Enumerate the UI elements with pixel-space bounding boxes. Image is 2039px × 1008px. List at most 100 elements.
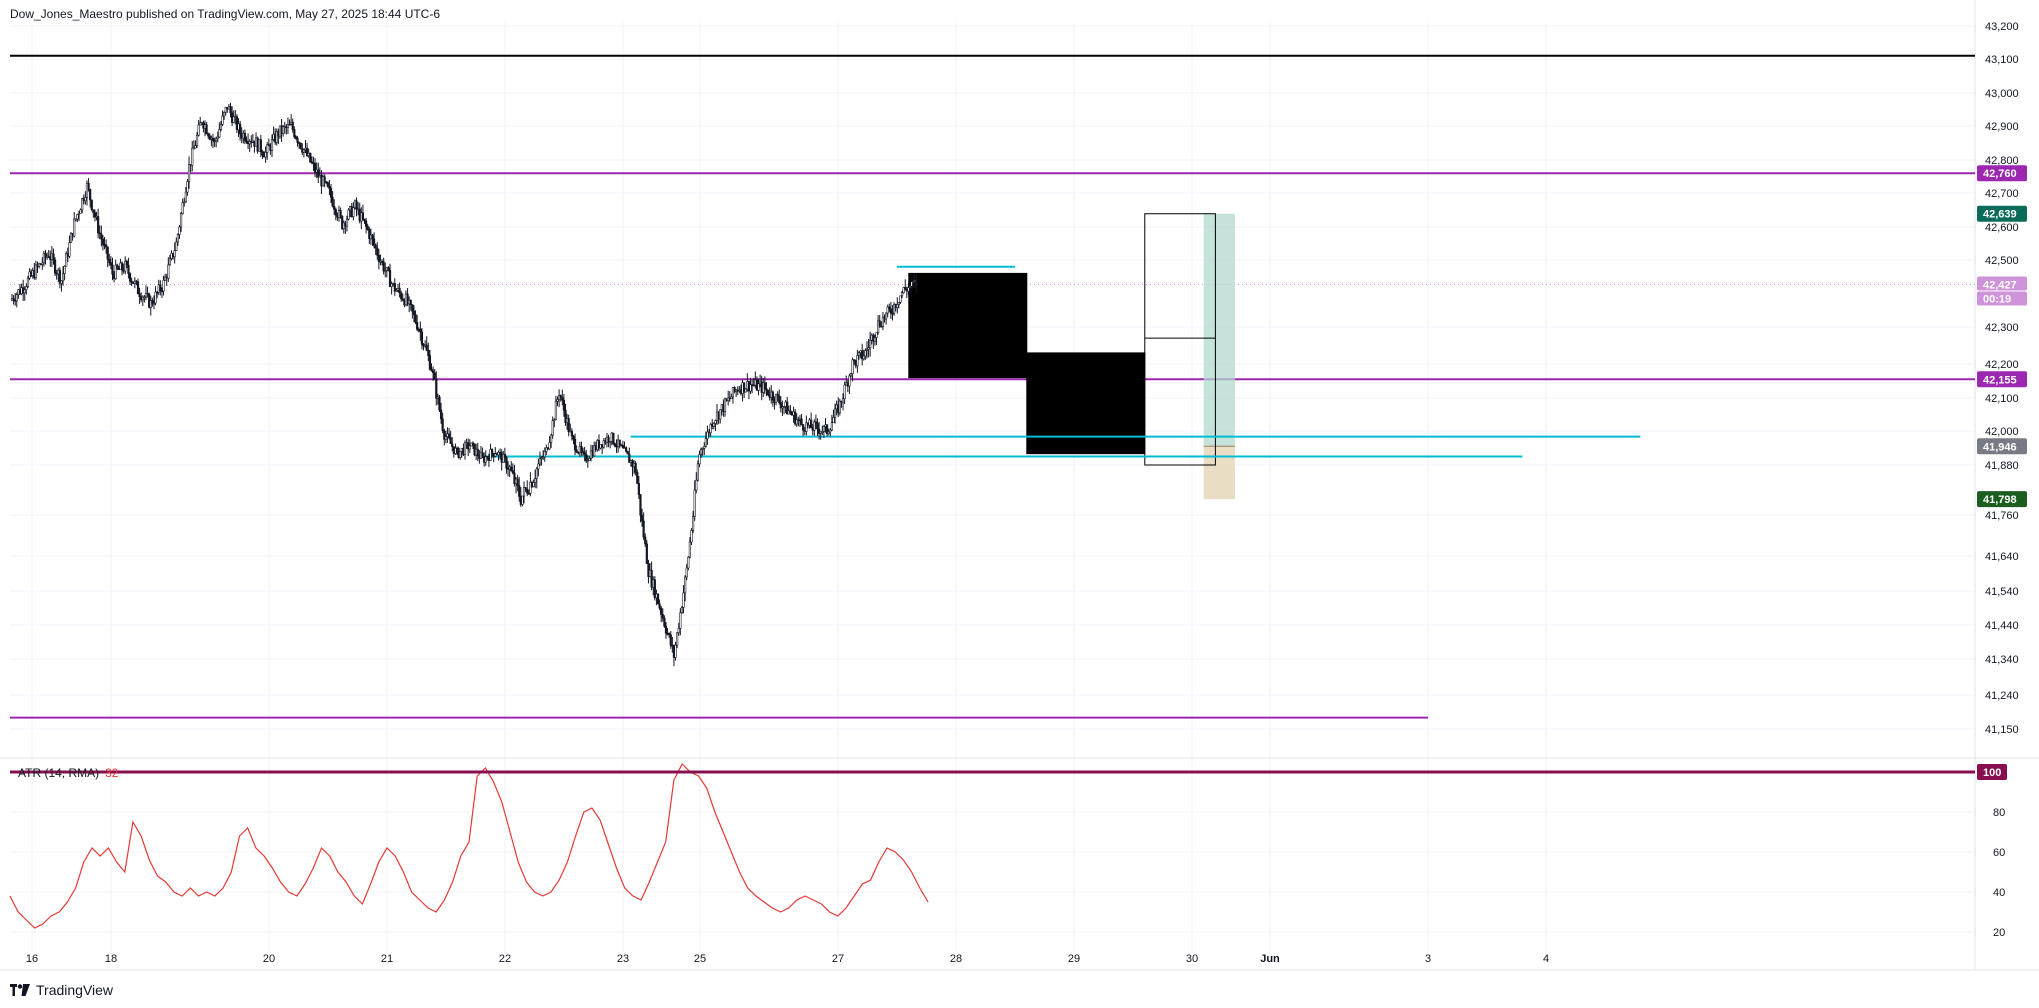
candle-body [588, 458, 591, 461]
candle-body [521, 495, 524, 505]
candle-body [376, 247, 379, 256]
candle-body [23, 289, 26, 294]
candle-body [120, 262, 124, 271]
x-tick-label: 23 [617, 953, 629, 965]
candle-body [518, 485, 521, 497]
projection-box-0 [908, 272, 1028, 379]
candle-body [296, 138, 299, 143]
candle-body [339, 210, 342, 217]
candle-body [864, 350, 867, 357]
candle-body [841, 398, 845, 403]
candle-body [886, 306, 889, 314]
candle-body [382, 261, 385, 272]
candle-body [275, 131, 278, 143]
candle-body [259, 139, 262, 153]
candle-body [562, 399, 565, 411]
candle-body [439, 409, 443, 420]
candle-body [513, 472, 516, 484]
candle-body [706, 431, 709, 439]
candle-body [184, 191, 187, 203]
candle-body [586, 459, 589, 462]
candle-body [766, 389, 770, 396]
candle-body [664, 625, 668, 634]
candle-body [538, 458, 542, 465]
atr-y-tick-label: 60 [1993, 847, 2005, 859]
rr-stop-zone [1203, 446, 1235, 500]
candle-body [152, 302, 156, 305]
x-tick-label: 28 [950, 953, 962, 965]
y-tick-label: 41,240 [1985, 690, 2019, 702]
candle-body [361, 212, 365, 220]
candle-body [653, 579, 656, 599]
price-badge-0019 [1977, 291, 2027, 306]
candle-body [428, 355, 432, 370]
candle-body [116, 264, 119, 269]
price-badge-text: 42,760 [1983, 168, 2017, 180]
candle-body [213, 140, 216, 142]
candle-body [89, 189, 92, 201]
candle-body [81, 198, 84, 211]
y-tick-label: 41,760 [1985, 510, 2019, 522]
candle-body [685, 567, 688, 578]
candle-body [26, 277, 30, 288]
candle-body [644, 536, 647, 545]
candle-body [162, 279, 165, 292]
candle-body [733, 387, 736, 392]
candle-body [245, 140, 248, 143]
candle-body [97, 216, 100, 234]
candle-body [661, 614, 664, 619]
candle-body [183, 201, 186, 204]
candle-body [825, 424, 829, 434]
candle-body [810, 419, 813, 429]
candle-body [902, 287, 905, 293]
atr-indicator-value: 32 [105, 766, 119, 780]
candle-body [805, 422, 808, 432]
price-badge-42639 [1977, 205, 2027, 222]
candle-body [857, 352, 861, 356]
y-tick-label: 42,600 [1985, 222, 2019, 234]
price-badge-41946 [1977, 438, 2027, 455]
candle-body [431, 370, 435, 373]
candle-body [537, 463, 540, 470]
candle-body [687, 556, 690, 569]
candle-body [774, 393, 778, 404]
candle-body [164, 276, 167, 281]
candle-body [223, 111, 226, 117]
projection-box-1 [1026, 352, 1146, 455]
candle-body [270, 139, 274, 151]
candle-body [915, 280, 918, 287]
tradingview-logo[interactable]: TradingView [10, 982, 113, 998]
candle-body [625, 447, 628, 452]
candle-body [224, 107, 227, 113]
candle-body [441, 418, 444, 432]
y-tick-label: 41,880 [1985, 460, 2019, 472]
candle-body [25, 286, 28, 291]
candle-body [65, 253, 68, 267]
atr-indicator-label[interactable]: ATR (14, RMA) 32 [18, 766, 118, 780]
candle-body [309, 152, 312, 163]
candle-body [312, 162, 315, 165]
y-tick-label: 42,000 [1985, 426, 2019, 438]
candle-body [384, 270, 387, 272]
candle-body [907, 287, 910, 292]
candle-body [818, 428, 821, 434]
candle-body [41, 262, 44, 265]
candle-body [786, 401, 789, 415]
candle-body [800, 418, 803, 425]
y-tick-label: 42,800 [1985, 155, 2019, 167]
candle-body [108, 258, 111, 263]
candle-body [207, 133, 210, 137]
candle-body [680, 607, 684, 614]
candle-body [763, 382, 766, 389]
candle-body [366, 226, 369, 230]
candle-body [215, 138, 218, 141]
candle-body [331, 196, 334, 207]
candle-body [486, 456, 489, 458]
candle-body [90, 199, 93, 211]
candle-body [109, 262, 112, 266]
candle-body [365, 220, 368, 227]
candle-body [776, 393, 779, 397]
candle-body [877, 320, 880, 333]
candle-body [416, 322, 419, 330]
